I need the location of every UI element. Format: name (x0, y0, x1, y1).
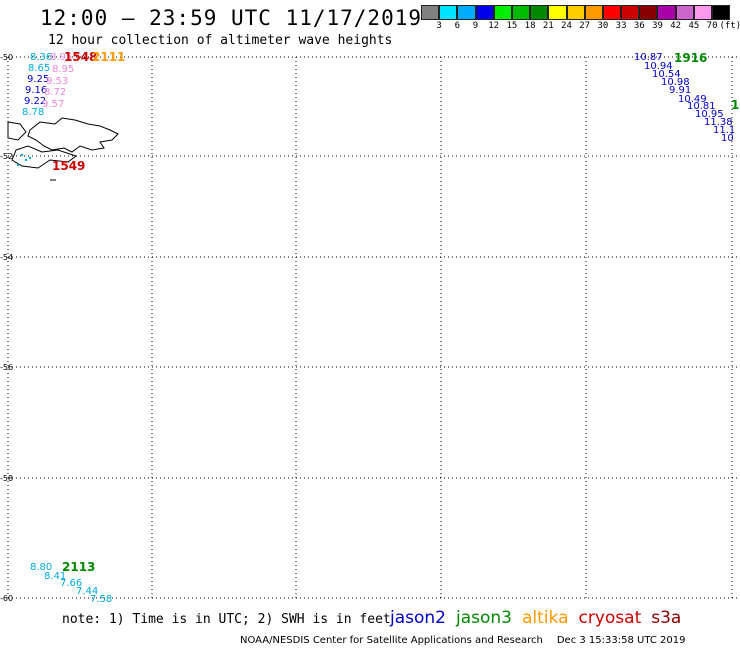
swh-measurement: 10.87 (634, 52, 663, 63)
lat-label: -60 (0, 594, 13, 603)
swh-measurement: 9.25 (27, 74, 49, 85)
map-subtitle: 12 hour collection of altimeter wave hei… (48, 33, 393, 48)
lat-label: -50 (0, 53, 13, 62)
coastline-west-falkland (7, 121, 27, 141)
colorbar-swatch (457, 5, 476, 20)
swh-measurement: 8.78 (22, 107, 44, 118)
swh-measurement: 10 (721, 133, 734, 144)
colorbar-swatch (621, 5, 640, 20)
colorbar-label: (ft) (719, 21, 740, 31)
colorbar-label: 39 (652, 21, 663, 31)
colorbar-swatch (657, 5, 676, 20)
legend-s3a: s3a (651, 608, 682, 628)
colorbar-label: 9 (472, 21, 479, 31)
pass-time-label: 1549 (52, 159, 85, 173)
swh-measurement: 8.80 (30, 562, 52, 573)
lat-label: -58 (0, 474, 13, 483)
colorbar-label: 45 (688, 21, 700, 31)
lat-label: -54 (0, 253, 13, 262)
swh-measurement: 8.72 (44, 87, 66, 98)
coast-data-dot (28, 156, 32, 160)
colorbar-swatch (566, 5, 585, 20)
credit-text: NOAA/NESDIS Center for Satellite Applica… (240, 635, 543, 646)
swh-measurement: 11.38 (704, 117, 733, 128)
coast-data-dot (24, 158, 28, 162)
colorbar-swatch (584, 5, 603, 20)
colorbar-label: 24 (561, 21, 572, 31)
footnote: note: 1) Time is in UTC; 2) SWH is in fe… (62, 612, 391, 627)
colorbar-label: 12 (488, 21, 500, 31)
credit-line: NOAA/NESDIS Center for Satellite Applica… (240, 635, 685, 646)
swh-measurement: 8.65 (28, 63, 50, 74)
coast-data-dot (20, 153, 24, 157)
swh-measurement: 9.57 (42, 99, 64, 110)
coastline-south-isles (11, 145, 78, 169)
legend-jason2: jason2 (390, 608, 446, 628)
swh-measurement: 10.95 (695, 109, 724, 120)
swh-measurement: 9.91 (669, 85, 691, 96)
legend-jason3: jason3 (456, 608, 512, 628)
pass-time-label: 2113 (62, 560, 95, 574)
colorbar-label: 70 (706, 21, 718, 31)
legend-cryosat: cryosat (578, 608, 642, 628)
colorbar-swatch (439, 5, 458, 20)
swh-measurement: 11.1 (713, 125, 735, 136)
colorbar-label: 18 (524, 21, 536, 31)
swh-measurement: 7.44 (76, 586, 98, 597)
swh-measurement: 9.22 (24, 96, 46, 107)
colorbar-swatch (639, 5, 658, 20)
colorbar-swatch (712, 5, 731, 20)
swh-measurement: 8.95 (50, 52, 72, 63)
colorbar-labels: 3 6 9 12 15 18 21 24 27 30 33 36 39 42 45 70 (ft) (421, 21, 740, 35)
swh-measurement: 10.98 (661, 77, 690, 88)
swh-measurement: 10.49 (678, 94, 707, 105)
swh-measurement: 9.53 (46, 76, 68, 87)
swh-measurement: 8.95 (52, 64, 74, 75)
legend-altika: altika (522, 608, 569, 628)
colorbar-swatch (475, 5, 494, 20)
colorbar-label: 36 (633, 21, 645, 31)
swh-measurement: 10.81 (687, 101, 716, 112)
colorbar-swatch (493, 5, 512, 20)
coast-data-dot (16, 163, 20, 167)
swh-measurement: 10.54 (652, 69, 681, 80)
colorbar-label: 21 (542, 21, 554, 31)
colorbar-swatch (602, 5, 622, 20)
pass-time-label: 2111 (92, 50, 125, 64)
pass-time-label: 1548 (64, 50, 97, 64)
altimeter-map: -50-52-54-56-58-60-60-57-54-51-48-458.36… (0, 50, 739, 605)
pass-time-label: 1 (731, 98, 739, 112)
lat-label: -52 (0, 152, 13, 161)
swh-measurement: 9.16 (25, 85, 47, 96)
swh-measurement: 7.66 (60, 578, 82, 589)
satellite-legend: jason2 jason3 altika cryosat s3a (390, 608, 691, 628)
colorbar-swatch (511, 5, 531, 20)
lat-label: -56 (0, 363, 13, 372)
pass-time-label: 1916 (674, 51, 707, 65)
swh-measurement: 10.94 (644, 61, 673, 72)
wave-height-colorbar (421, 5, 731, 21)
colorbar-label: 42 (670, 21, 682, 31)
render-timestamp: Dec 3 15:33:58 UTC 2019 (556, 635, 686, 646)
colorbar-label: 30 (597, 21, 609, 31)
colorbar-label: 15 (506, 21, 518, 31)
coastline-east-falkland (27, 117, 119, 153)
swh-measurement: 7.58 (90, 594, 112, 605)
colorbar-swatch (530, 5, 549, 20)
colorbar-label: 27 (579, 21, 591, 31)
colorbar-label: 3 (436, 21, 442, 31)
colorbar-label: 33 (615, 21, 627, 31)
colorbar-label: 6 (454, 21, 461, 31)
colorbar-swatch (421, 5, 440, 20)
colorbar-swatch (675, 5, 694, 20)
colorbar-swatch (693, 5, 712, 20)
map-title: 12:00 – 23:59 UTC 11/17/2019 (40, 6, 423, 30)
colorbar-swatch (548, 5, 567, 20)
swh-measurement: 8.36 (30, 52, 52, 63)
swh-measurement: 8.41 (44, 571, 66, 582)
